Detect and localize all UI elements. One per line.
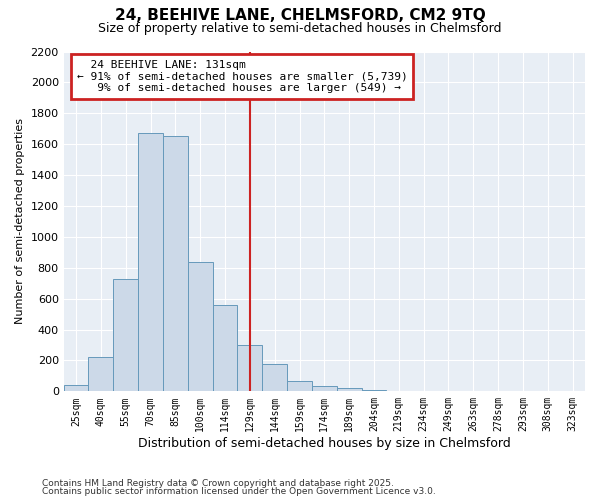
Y-axis label: Number of semi-detached properties: Number of semi-detached properties: [15, 118, 25, 324]
Text: 24 BEEHIVE LANE: 131sqm
← 91% of semi-detached houses are smaller (5,739)
   9% : 24 BEEHIVE LANE: 131sqm ← 91% of semi-de…: [77, 60, 407, 93]
Bar: [138, 134, 163, 392]
Text: Size of property relative to semi-detached houses in Chelmsford: Size of property relative to semi-detach…: [98, 22, 502, 35]
Text: Contains public sector information licensed under the Open Government Licence v3: Contains public sector information licen…: [42, 487, 436, 496]
Bar: [287, 380, 312, 392]
Text: Contains HM Land Registry data © Crown copyright and database right 2025.: Contains HM Land Registry data © Crown c…: [42, 478, 394, 488]
Bar: [64, 385, 88, 392]
Bar: [212, 305, 238, 392]
Text: 24, BEEHIVE LANE, CHELMSFORD, CM2 9TQ: 24, BEEHIVE LANE, CHELMSFORD, CM2 9TQ: [115, 8, 485, 22]
Bar: [312, 386, 337, 392]
X-axis label: Distribution of semi-detached houses by size in Chelmsford: Distribution of semi-detached houses by …: [138, 437, 511, 450]
Bar: [337, 388, 362, 392]
Bar: [362, 390, 386, 392]
Bar: [163, 136, 188, 392]
Bar: [262, 364, 287, 392]
Bar: [88, 358, 113, 392]
Bar: [386, 390, 411, 392]
Bar: [238, 345, 262, 392]
Bar: [113, 278, 138, 392]
Bar: [188, 262, 212, 392]
